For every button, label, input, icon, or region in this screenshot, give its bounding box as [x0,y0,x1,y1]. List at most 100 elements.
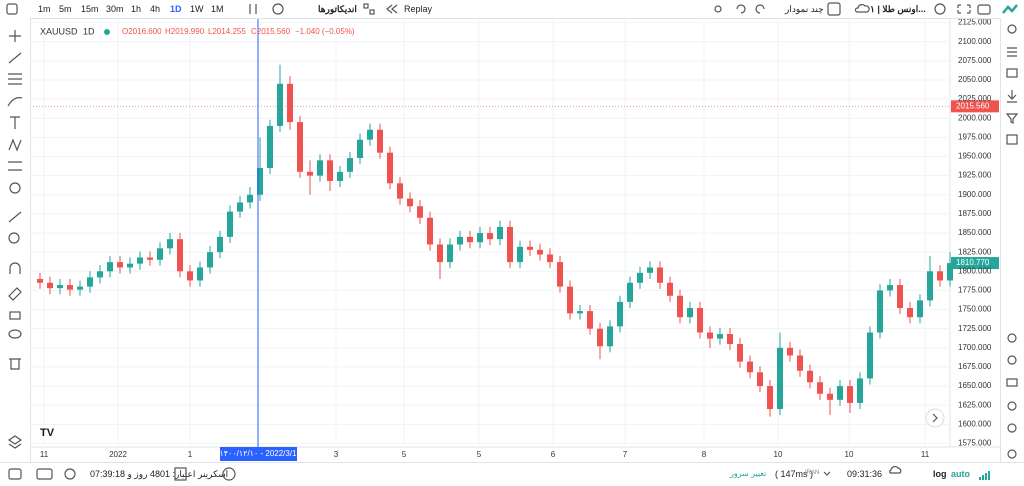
interval-button[interactable]: 5m [59,4,72,14]
interval-button[interactable]: 1W [190,4,204,14]
candle-body [347,158,353,172]
object-tree[interactable] [7,435,23,449]
y-tick-label: 1875.000 [958,209,992,218]
alerts-icon[interactable] [8,468,22,480]
interval-button[interactable]: 1h [131,4,142,14]
interval-button[interactable]: 1D [170,4,182,14]
icon-tool[interactable] [9,182,21,194]
interval-button[interactable]: 1M [211,4,224,14]
hide-tool[interactable] [8,329,22,339]
y-tick-label: 1850.000 [958,228,992,237]
snapshot-icon [977,4,991,15]
candle-body [447,244,453,263]
candle-body [287,83,293,123]
x-tick-label: 11 [921,450,930,459]
crosshair-date-bg [220,447,297,461]
news-icon[interactable] [1006,68,1018,78]
candle-body [367,129,373,140]
pattern-tool[interactable] [8,138,22,152]
screener[interactable]: اسکرینر [198,469,229,479]
candle-body [307,171,313,176]
candle-body [937,271,943,281]
legend-change: −1.040 (−0.05%) [295,27,355,36]
filter-icon[interactable] [1005,113,1019,124]
templates-icon [363,3,369,9]
y-tick-label: 1725.000 [958,324,992,333]
interval-button[interactable]: 30m [106,4,124,14]
y-tick-label: 2100.000 [958,37,992,46]
sidebar-icons [1005,24,1019,459]
interval-button[interactable]: 15m [81,4,99,14]
settings-icon[interactable] [1007,449,1017,459]
zoom-tool[interactable] [8,232,20,244]
candle-body [257,167,263,195]
overlay: 2015.560 1810.770 ۱۴۰۰/۱۲/۱۰ - 2022/3/1 [30,18,999,461]
candle-body [467,236,473,243]
keyboard-icon[interactable] [36,468,53,480]
share-icon[interactable] [1007,355,1017,365]
crosshair-tool[interactable] [9,30,21,42]
change-server[interactable]: تغییر سرور [730,469,767,478]
magnet-tool[interactable] [9,262,21,274]
y-tick-label: 1975.000 [958,132,992,141]
brush-tool[interactable] [7,97,23,107]
layouts-button[interactable]: چند نمودار [785,4,824,14]
clock: 09:31:36 [847,469,883,479]
text-tool[interactable] [10,116,20,129]
y-tick-label: 1925.000 [958,171,992,180]
candle-body [537,249,543,255]
candle-body [927,271,933,301]
chart-type-icon [249,4,257,14]
candle-body [247,194,253,203]
lock-draw-tool[interactable] [8,287,22,301]
ruler-tool[interactable] [8,211,22,223]
x-tick-label: 8 [702,450,707,459]
calendar-icon[interactable] [1006,134,1018,145]
candle-body [527,246,533,250]
legend-close: C2015.560 [251,27,291,36]
chart-bg [30,18,1000,462]
x-tick-label: 6 [551,450,556,459]
help-icon[interactable] [64,468,76,480]
scroll-button[interactable] [925,408,945,428]
replay-button[interactable]: Replay [404,4,433,14]
calendar-icon[interactable] [174,467,187,481]
prediction-tool[interactable] [8,161,22,171]
trend-tool[interactable] [8,52,22,64]
signal-icon [979,471,990,480]
fib-tool[interactable] [8,73,22,85]
status-dot [104,29,110,35]
y-tick-label: 2125.000 [958,18,992,27]
candle-body [947,263,953,281]
candle-body [297,122,303,172]
candle-body [417,206,423,218]
candle-body [97,271,103,278]
screener-icon[interactable] [222,467,236,481]
log-toggle[interactable]: log [933,469,947,479]
candle-body [217,236,223,253]
candle-body [57,285,63,289]
settings-icon [934,3,946,15]
info-icon[interactable] [1007,401,1017,411]
profile-icon[interactable] [1007,333,1017,343]
candle-body [837,386,843,400]
auto-toggle[interactable]: auto [951,469,970,479]
lock-tool[interactable] [9,311,21,320]
screen-icon[interactable] [1006,378,1018,387]
candle-body [557,262,563,287]
watchlist-icon[interactable] [1007,47,1017,57]
dropdown-icon[interactable] [823,471,831,476]
help-icon[interactable] [1007,423,1017,433]
interval-button[interactable]: 1m [38,4,51,14]
app-logo [1002,4,1018,14]
undo-redo-icon [736,4,765,14]
indicators-button[interactable]: اندیکاتورها [318,4,357,14]
interval-button[interactable]: 4h [150,4,161,14]
candle-body [517,246,523,263]
delete-tool[interactable] [9,358,21,370]
candle-body [47,282,53,289]
symbol-button[interactable]: اونس طلا | ۱... [870,4,926,14]
search-icon[interactable] [1007,24,1017,34]
download-icon[interactable] [1007,90,1017,103]
